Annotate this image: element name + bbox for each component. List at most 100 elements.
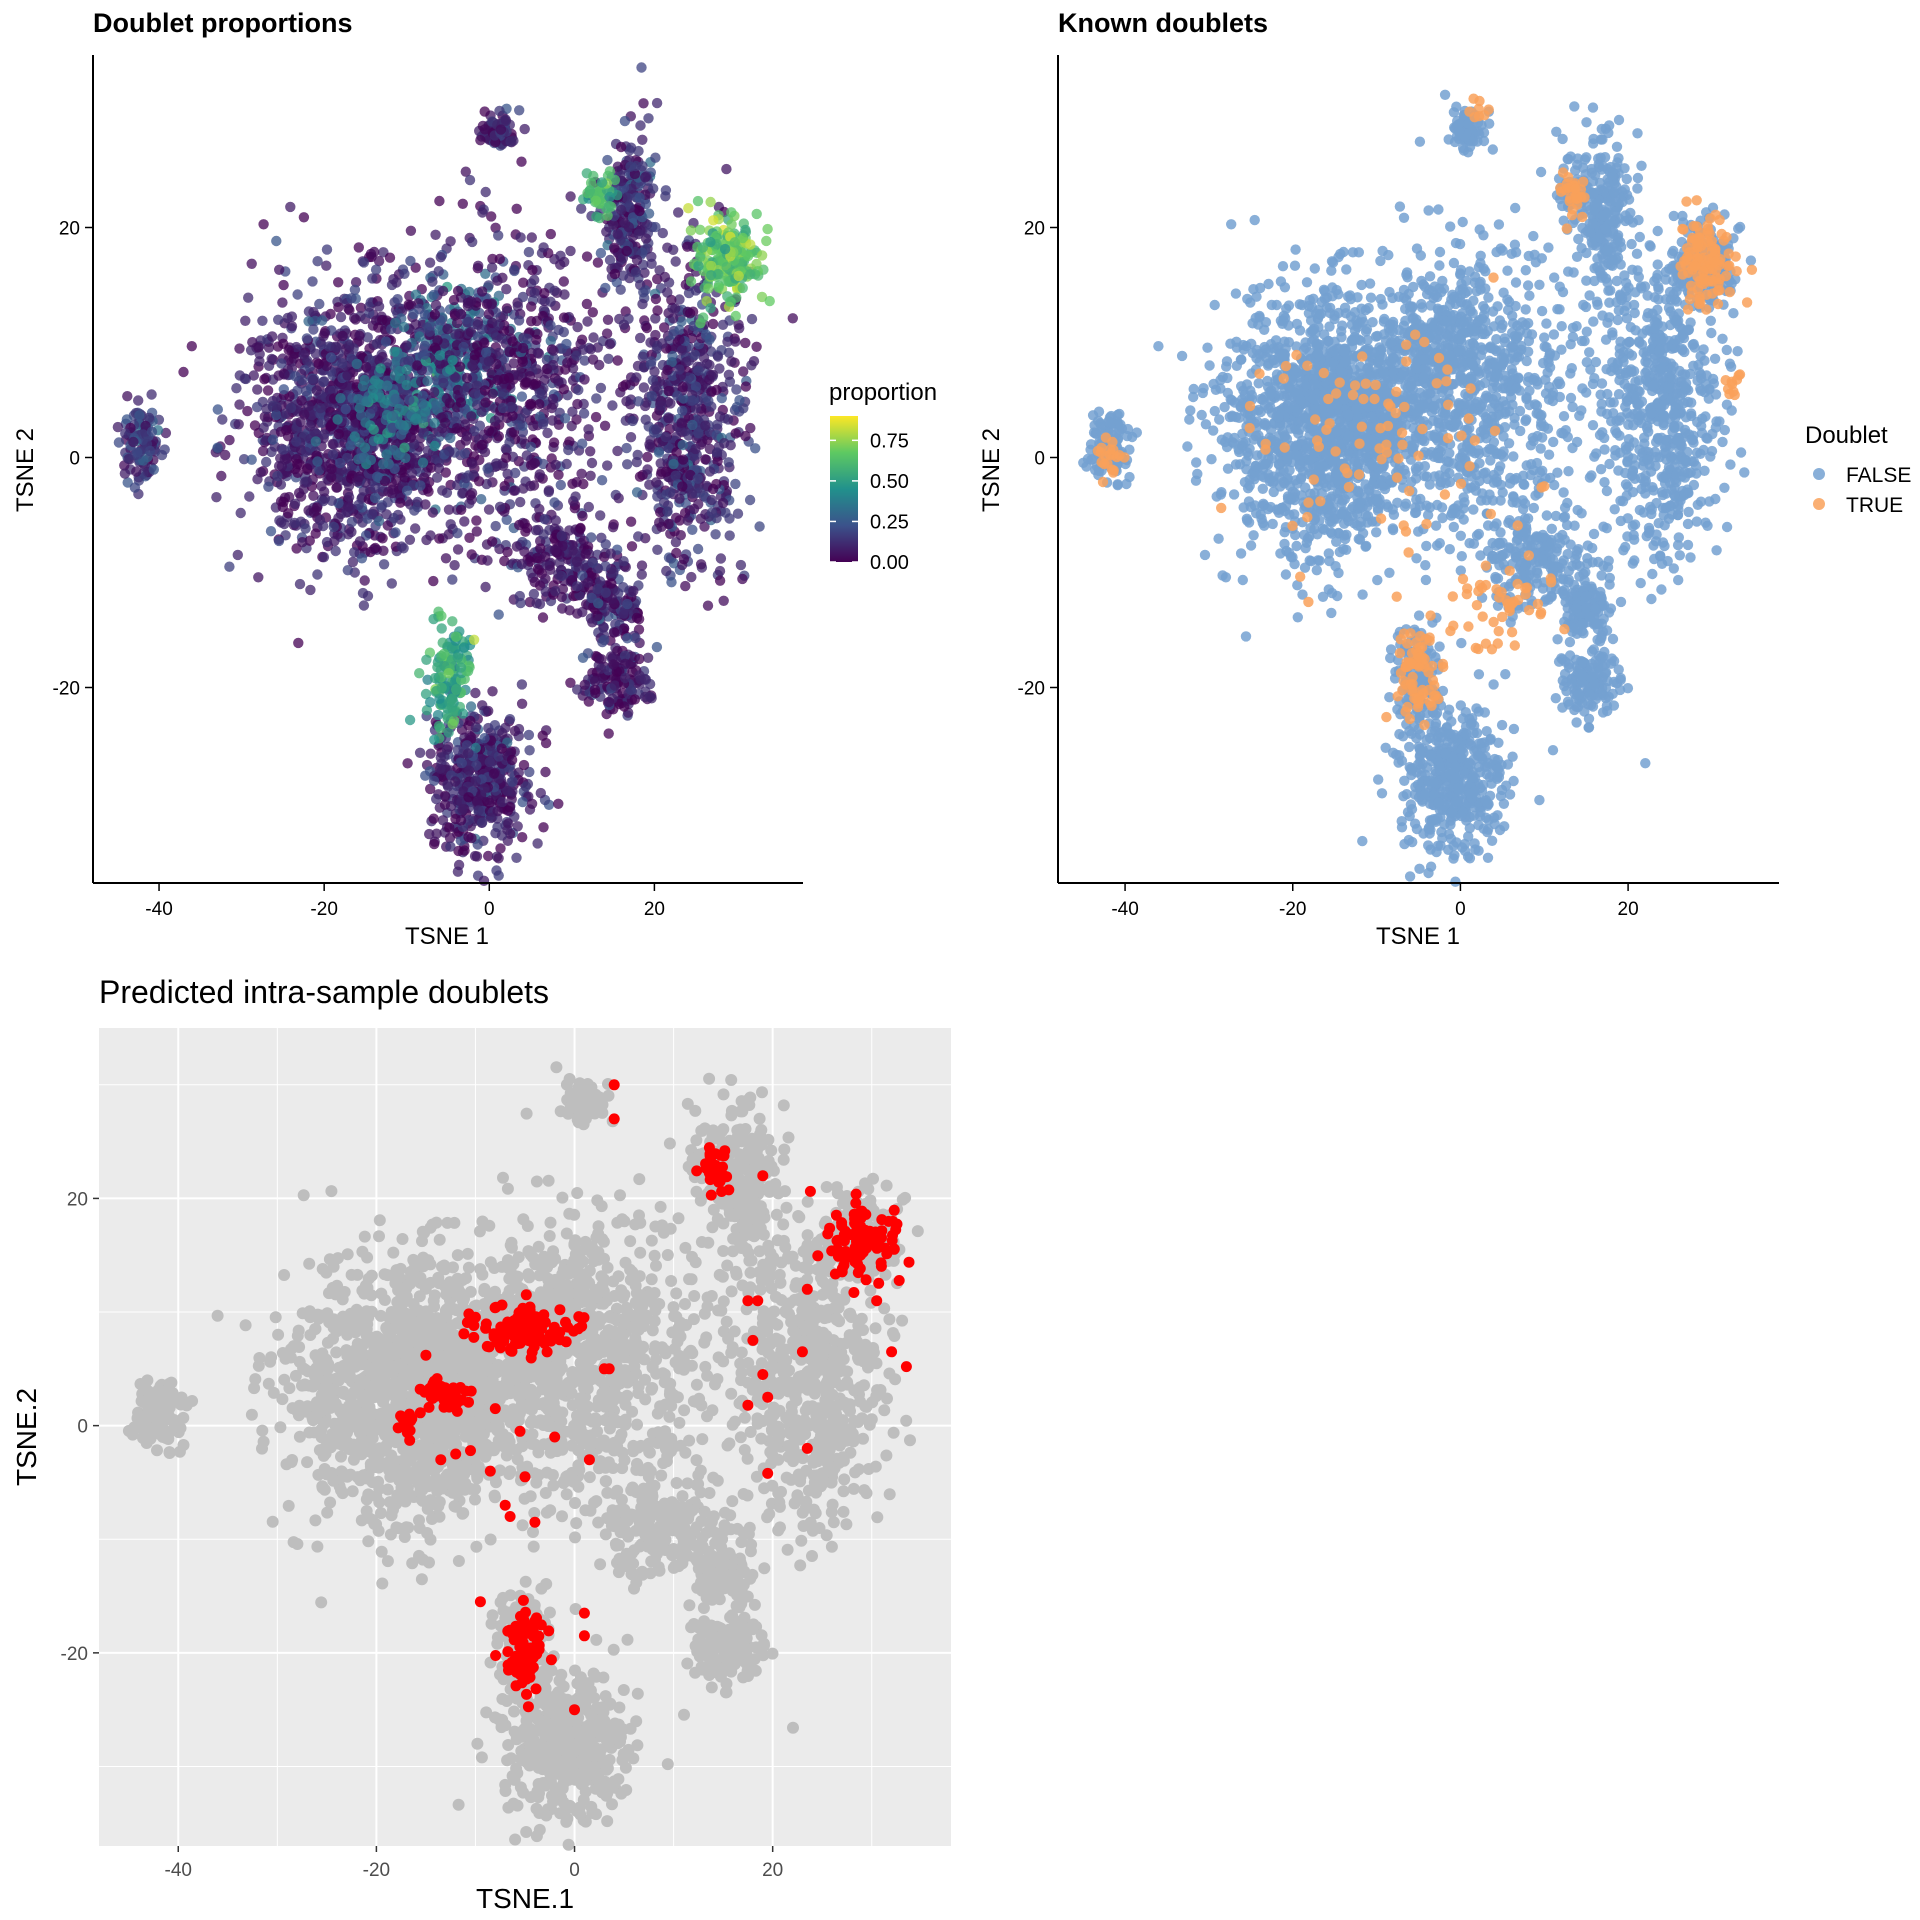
proportion-point	[396, 541, 407, 552]
proportion-point	[408, 308, 419, 320]
proportion-point	[662, 242, 673, 253]
proportion-point	[487, 686, 498, 697]
proportion-point	[501, 452, 512, 463]
proportion-point	[424, 697, 436, 708]
proportion-point	[590, 675, 601, 687]
proportion-point	[634, 653, 645, 665]
proportion-point	[366, 509, 378, 520]
proportion-point	[430, 299, 442, 311]
proportion-point	[349, 431, 360, 442]
proportion-point	[579, 679, 590, 690]
proportion-point	[475, 135, 486, 146]
proportion-point	[466, 549, 477, 560]
proportion-point	[721, 163, 732, 175]
proportion-point	[745, 269, 756, 280]
proportion-point	[490, 520, 501, 532]
proportion-point	[506, 754, 518, 766]
proportion-point	[439, 799, 451, 810]
proportion-point	[534, 598, 546, 610]
proportion-point	[592, 257, 604, 268]
doublet-false-point	[1372, 574, 1383, 586]
proportion-point	[651, 477, 662, 488]
proportion-point	[248, 370, 259, 381]
proportion-point	[725, 296, 736, 307]
proportion-point	[308, 374, 319, 386]
known-doublet-point-layer	[1078, 89, 1758, 887]
proportion-point	[484, 756, 495, 768]
proportion-point	[186, 341, 197, 352]
proportion-point	[382, 497, 393, 508]
proportion-point	[663, 413, 674, 424]
colorbar-tick-label: 0.00	[870, 552, 909, 574]
y-tick-label: 20	[59, 219, 80, 240]
proportion-point	[578, 344, 589, 355]
proportion-point	[300, 523, 311, 534]
proportion-point	[559, 413, 571, 424]
proportion-point	[603, 353, 614, 364]
proportion-point	[442, 779, 453, 790]
proportion-point	[522, 333, 533, 344]
proportion-point	[298, 212, 310, 223]
proportion-point	[730, 478, 741, 490]
proportion-point	[538, 242, 549, 253]
proportion-point	[558, 312, 570, 323]
proportion-point	[346, 293, 357, 304]
proportion-point	[604, 200, 615, 212]
proportion-point	[386, 578, 397, 589]
proportion-point	[604, 339, 616, 350]
proportion-point	[422, 375, 433, 387]
proportion-point	[377, 533, 388, 544]
proportion-point	[361, 396, 372, 407]
proportion-point	[392, 294, 403, 305]
proportion-point	[401, 340, 412, 351]
proportion-point	[646, 390, 657, 402]
proportion-point	[429, 672, 441, 684]
proportion-point	[607, 522, 619, 533]
proportion-point	[436, 610, 447, 622]
proportion-point	[487, 536, 498, 547]
proportion-point	[631, 254, 643, 266]
proportion-point	[333, 302, 344, 313]
proportion-point	[353, 242, 364, 253]
proportion-point	[556, 530, 567, 542]
proportion-point	[486, 299, 497, 310]
proportion-point	[674, 334, 685, 345]
proportion-point	[599, 420, 611, 431]
proportion-point	[335, 393, 346, 404]
proportion-point	[319, 328, 330, 339]
proportion-point	[707, 483, 719, 495]
proportion-point	[693, 499, 704, 510]
proportion-point	[466, 832, 477, 844]
proportion-point-layer	[112, 62, 798, 886]
proportion-point	[500, 722, 511, 733]
proportion-point	[419, 349, 430, 360]
proportion-point	[409, 415, 421, 426]
proportion-point	[534, 388, 546, 399]
proportion-point	[381, 380, 393, 391]
proportion-point	[627, 415, 638, 427]
proportion-point	[737, 573, 748, 585]
proportion-point	[231, 383, 242, 394]
proportion-point	[622, 633, 633, 644]
proportion-point	[279, 454, 290, 465]
proportion-point	[517, 832, 528, 843]
proportion-point	[631, 372, 642, 383]
proportion-point	[129, 482, 141, 493]
proportion-point	[730, 310, 741, 322]
proportion-point	[476, 286, 488, 297]
proportion-point	[630, 267, 641, 278]
proportion-point	[545, 228, 556, 240]
proportion-point	[596, 177, 608, 188]
proportion-point	[447, 718, 458, 730]
proportion-point	[684, 308, 696, 319]
proportion-point	[318, 495, 329, 507]
proportion-point	[516, 558, 527, 570]
proportion-point	[273, 314, 284, 325]
proportion-point	[328, 521, 339, 533]
proportion-point	[468, 634, 480, 645]
proportion-point	[470, 775, 481, 787]
proportion-point	[428, 775, 440, 786]
proportion-point	[271, 235, 282, 247]
proportion-point	[751, 208, 762, 220]
proportion-point	[435, 763, 446, 774]
